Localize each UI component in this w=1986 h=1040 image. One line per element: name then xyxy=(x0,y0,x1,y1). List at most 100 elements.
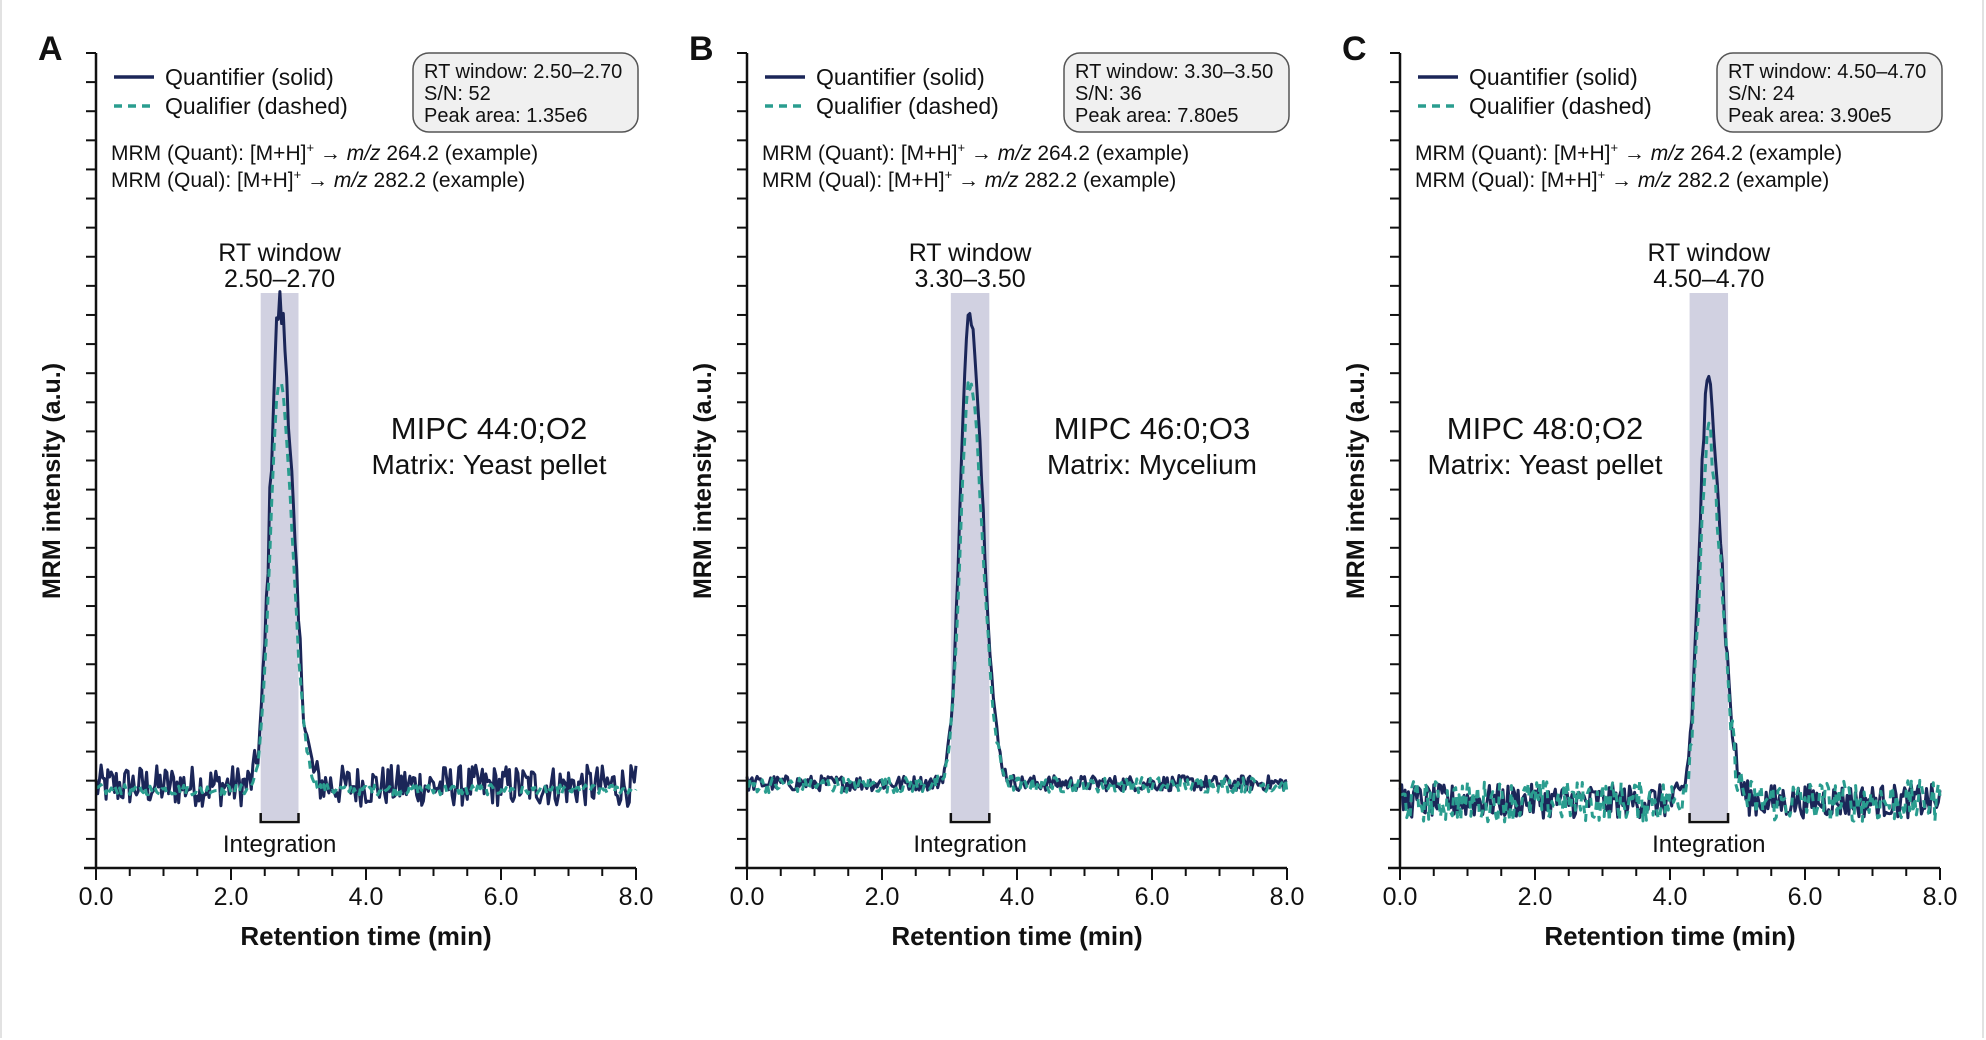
rt-window-range: 2.50–2.70 xyxy=(224,265,335,293)
mrm-superscript: + xyxy=(1598,167,1606,182)
x-tick-label: 6.0 xyxy=(1788,883,1823,911)
legend-quantifier-label: Quantifier (solid) xyxy=(816,64,985,90)
mrm-qual-transition: MRM (Qual): [M+H]+ → m/z 282.2 (example) xyxy=(762,167,1176,192)
x-tick-label: 0.0 xyxy=(730,883,765,911)
rt-window-range: 3.30–3.50 xyxy=(914,265,1025,293)
mrm-suffix: 264.2 (example) xyxy=(381,142,539,165)
x-tick-label: 6.0 xyxy=(1135,883,1170,911)
mrm-prefix: MRM (Qual): [M+H] xyxy=(1415,169,1598,192)
mrm-arrow: → xyxy=(1605,169,1638,192)
compound-name: MIPC 44:0;O2 xyxy=(391,411,587,446)
stats-box-line: S/N: 36 xyxy=(1075,83,1142,105)
stats-box-line: Peak area: 7.80e5 xyxy=(1075,105,1238,127)
x-tick-label: 8.0 xyxy=(1923,883,1958,911)
x-axis-label: Retention time (min) xyxy=(891,921,1142,951)
x-tick-label: 4.0 xyxy=(349,883,384,911)
x-tick-label: 2.0 xyxy=(865,883,900,911)
mrm-quant-transition: MRM (Quant): [M+H]+ → m/z 264.2 (example… xyxy=(111,140,538,165)
mrm-suffix: 282.2 (example) xyxy=(1019,169,1177,192)
rt-window-label: RT window xyxy=(909,239,1033,267)
mrm-superscript: + xyxy=(1610,140,1618,155)
integration-bracket xyxy=(1688,813,1730,824)
mrm-mz: m/z xyxy=(347,142,381,165)
mrm-qual-transition: MRM (Qual): [M+H]+ → m/z 282.2 (example) xyxy=(111,167,525,192)
integration-label: Integration xyxy=(223,831,336,858)
x-tick-label: 0.0 xyxy=(79,883,114,911)
integration-bracket xyxy=(259,813,300,824)
x-tick-label: 2.0 xyxy=(214,883,249,911)
x-tick-label: 6.0 xyxy=(484,883,519,911)
y-axis-label: MRM intensity (a.u.) xyxy=(38,363,66,599)
mrm-suffix: 264.2 (example) xyxy=(1032,142,1190,165)
mrm-prefix: MRM (Qual): [M+H] xyxy=(111,169,294,192)
qualifier-trace xyxy=(95,381,638,797)
matrix-label: Matrix: Yeast pellet xyxy=(1427,449,1662,480)
mrm-mz: m/z xyxy=(985,169,1019,192)
mrm-mz: m/z xyxy=(334,169,368,192)
legend-qualifier-label: Qualifier (dashed) xyxy=(1469,93,1652,119)
x-tick-label: 8.0 xyxy=(1270,883,1305,911)
qualifier-trace xyxy=(1399,421,1942,824)
mrm-superscript: + xyxy=(957,140,965,155)
quantifier-trace xyxy=(94,290,638,808)
legend-quantifier-label: Quantifier (solid) xyxy=(165,64,334,90)
stats-box-line: S/N: 24 xyxy=(1728,83,1795,105)
panel-letter: B xyxy=(689,30,714,68)
y-axis-label: MRM intensity (a.u.) xyxy=(1342,363,1370,599)
mrm-prefix: MRM (Quant): [M+H] xyxy=(111,142,306,165)
mrm-suffix: 264.2 (example) xyxy=(1685,142,1843,165)
mrm-suffix: 282.2 (example) xyxy=(1672,169,1830,192)
stats-box-frame xyxy=(412,52,639,133)
rt-window-range: 4.50–4.70 xyxy=(1653,265,1764,293)
matrix-label: Matrix: Mycelium xyxy=(1047,449,1257,480)
stats-box-line: RT window: 3.30–3.50 xyxy=(1075,61,1273,83)
x-tick-label: 8.0 xyxy=(619,883,654,911)
legend-qualifier-label: Qualifier (dashed) xyxy=(165,93,348,119)
x-tick-label: 0.0 xyxy=(1383,883,1418,911)
mrm-mz: m/z xyxy=(1651,142,1685,165)
integration-label: Integration xyxy=(1652,831,1765,858)
panel-letter: A xyxy=(38,30,63,68)
x-axis-label: Retention time (min) xyxy=(1544,921,1795,951)
legend-qualifier-label: Qualifier (dashed) xyxy=(816,93,999,119)
x-tick-label: 4.0 xyxy=(1000,883,1035,911)
y-axis-label: MRM intensity (a.u.) xyxy=(689,363,717,599)
stats-box-frame xyxy=(1716,52,1943,133)
mrm-suffix: 282.2 (example) xyxy=(368,169,526,192)
integration-label: Integration xyxy=(913,831,1026,858)
stats-box-frame xyxy=(1063,52,1290,133)
matrix-label: Matrix: Yeast pellet xyxy=(371,449,606,480)
mrm-arrow: → xyxy=(314,142,347,165)
compound-name: MIPC 48:0;O2 xyxy=(1447,411,1643,446)
legend: Quantifier (solid) Qualifier (dashed) xyxy=(114,64,348,119)
stats-box-line: Peak area: 3.90e5 xyxy=(1728,105,1891,127)
panel-letter: C xyxy=(1342,30,1367,68)
integration-bracket xyxy=(949,813,991,824)
mrm-prefix: MRM (Quant): [M+H] xyxy=(762,142,957,165)
legend: Quantifier (solid) Qualifier (dashed) xyxy=(1418,64,1652,119)
mrm-arrow: → xyxy=(1618,142,1651,165)
mrm-arrow: → xyxy=(301,169,334,192)
x-tick-label: 2.0 xyxy=(1518,883,1553,911)
mrm-mz: m/z xyxy=(998,142,1032,165)
qualifier-trace xyxy=(746,381,1289,795)
mrm-arrow: → xyxy=(952,169,985,192)
legend: Quantifier (solid) Qualifier (dashed) xyxy=(765,64,999,119)
mrm-quant-transition: MRM (Quant): [M+H]+ → m/z 264.2 (example… xyxy=(762,140,1189,165)
rt-window-label: RT window xyxy=(218,239,342,267)
stats-box-line: RT window: 2.50–2.70 xyxy=(424,61,622,83)
mrm-arrow: → xyxy=(965,142,998,165)
x-tick-label: 4.0 xyxy=(1653,883,1688,911)
stats-box-line: RT window: 4.50–4.70 xyxy=(1728,61,1926,83)
stats-box-line: S/N: 52 xyxy=(424,83,491,105)
mrm-qual-transition: MRM (Qual): [M+H]+ → m/z 282.2 (example) xyxy=(1415,167,1829,192)
mrm-superscript: + xyxy=(306,140,314,155)
quantifier-trace xyxy=(745,312,1288,793)
